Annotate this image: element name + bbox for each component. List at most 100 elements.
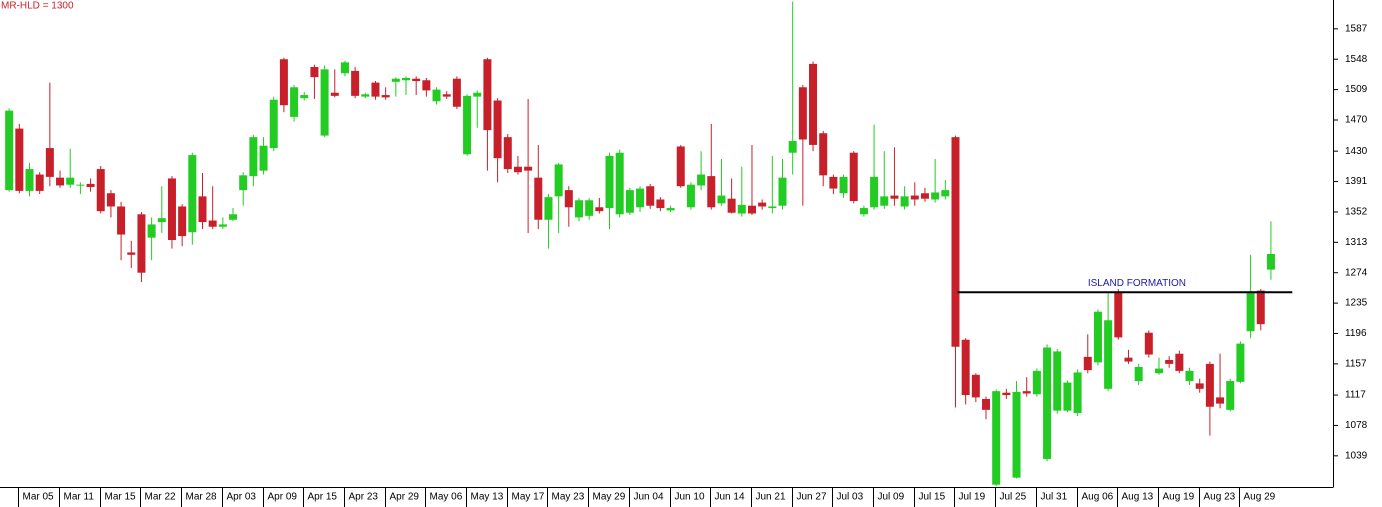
- candle-body: [819, 133, 828, 176]
- candle-body: [76, 184, 85, 186]
- x-tick-label: Jul 25: [1000, 492, 1027, 503]
- candle-body: [574, 200, 583, 218]
- candle-body: [452, 78, 461, 107]
- candle-body: [279, 59, 288, 106]
- candle-body: [1053, 351, 1062, 411]
- x-tick-label: May 13: [471, 492, 504, 503]
- candle-body: [1012, 391, 1021, 478]
- candle-body: [117, 206, 126, 235]
- candle-body: [422, 80, 431, 91]
- candle-body: [351, 70, 360, 96]
- candle-body: [381, 95, 390, 98]
- candle-body: [524, 166, 533, 171]
- candle-body: [971, 374, 980, 398]
- candle-body: [992, 391, 1001, 485]
- candle-body: [1256, 290, 1265, 325]
- candle-body: [1216, 397, 1225, 404]
- candle-body: [910, 195, 919, 200]
- candle-body: [1205, 363, 1214, 407]
- candle-body: [1236, 343, 1245, 382]
- y-tick-label: 1587: [1345, 23, 1368, 34]
- candle-body: [707, 176, 716, 208]
- candle-body: [1266, 254, 1275, 270]
- candle-body: [432, 89, 441, 102]
- candle-body: [1083, 356, 1092, 371]
- candle-body: [229, 214, 238, 220]
- candle-body: [127, 252, 136, 255]
- candle-body: [900, 196, 909, 207]
- x-tick-label: Aug 23: [1204, 492, 1236, 503]
- candle-body: [56, 177, 65, 186]
- candle-body: [15, 128, 24, 191]
- chart-title: MR-HLD = 1300: [1, 1, 74, 12]
- candle-body: [361, 94, 370, 97]
- candle-body: [585, 200, 594, 216]
- candle-body: [157, 218, 166, 223]
- candle-body: [666, 208, 675, 211]
- x-tick-label: Apr 23: [349, 492, 379, 503]
- candle-body: [1144, 332, 1153, 355]
- candle-body: [839, 176, 848, 194]
- candle-body: [798, 87, 807, 140]
- candle-body: [788, 141, 797, 153]
- candle-body: [931, 192, 940, 200]
- candle-body: [1195, 383, 1204, 389]
- candle-body: [890, 195, 899, 199]
- candle-body: [66, 177, 75, 185]
- x-tick-label: Jun 21: [756, 492, 786, 503]
- candle-body: [269, 99, 278, 149]
- candle-body: [86, 183, 95, 188]
- candle-body: [676, 146, 685, 187]
- candle-body: [595, 207, 604, 212]
- candle-body: [697, 174, 706, 186]
- x-tick-label: Jul 09: [878, 492, 905, 503]
- y-tick-label: 1352: [1345, 207, 1368, 218]
- x-tick-label: May 23: [552, 492, 585, 503]
- candle-body: [167, 178, 176, 240]
- candle-body: [1002, 392, 1011, 396]
- candle-body: [656, 199, 665, 209]
- y-tick-label: 1509: [1345, 84, 1368, 95]
- candle-body: [310, 67, 319, 78]
- candle-body: [859, 208, 868, 215]
- candle-body: [1246, 291, 1255, 332]
- candle-body: [737, 204, 746, 214]
- candle-body: [849, 152, 858, 202]
- candle-body: [758, 202, 767, 207]
- x-tick-label: May 29: [593, 492, 626, 503]
- x-tick-label: Jul 15: [919, 492, 946, 503]
- candle-body: [1063, 382, 1072, 411]
- candle-body: [1226, 381, 1235, 410]
- candle-body: [1104, 320, 1113, 389]
- candle-body: [1043, 347, 1052, 459]
- candle-body: [717, 195, 726, 204]
- candle-body: [1114, 291, 1123, 338]
- x-tick-label: May 06: [430, 492, 463, 503]
- candle-body: [625, 190, 634, 213]
- x-tick-label: Jun 04: [634, 492, 664, 503]
- candle-body: [147, 224, 156, 238]
- candle-body: [371, 82, 380, 97]
- candle-body: [605, 155, 614, 209]
- candle-body: [564, 190, 573, 208]
- x-tick-label: Aug 29: [1244, 492, 1276, 503]
- x-tick-label: Aug 13: [1122, 492, 1154, 503]
- candle-body: [1073, 372, 1082, 413]
- x-tick-label: Aug 06: [1082, 492, 1114, 503]
- candle-body: [727, 198, 736, 213]
- x-tick-label: Jul 19: [959, 492, 986, 503]
- candle-body: [239, 175, 248, 191]
- y-tick-label: 1157: [1345, 359, 1367, 370]
- candle-body: [1032, 370, 1041, 395]
- x-tick-label: Jun 27: [797, 492, 827, 503]
- candle-body: [503, 137, 512, 170]
- candle-body: [442, 94, 451, 97]
- y-tick-label: 1391: [1345, 176, 1368, 187]
- candle-body: [646, 186, 655, 206]
- candle-body: [534, 177, 543, 220]
- x-tick-label: Mar 05: [23, 492, 55, 503]
- candle-body: [941, 190, 950, 197]
- candle-body: [218, 224, 227, 227]
- x-tick-label: Apr 15: [308, 492, 338, 503]
